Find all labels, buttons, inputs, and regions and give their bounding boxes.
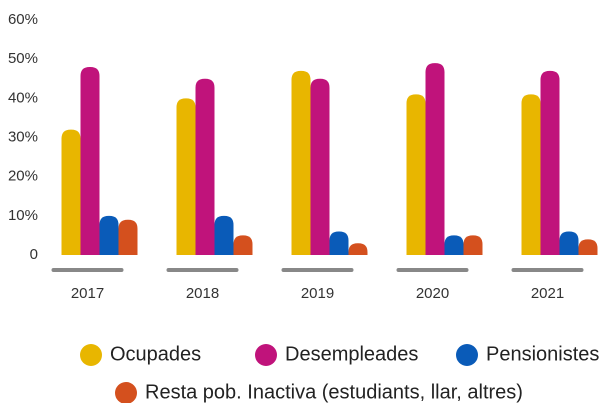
bar (540, 70, 560, 256)
y-tick-label: 40% (8, 89, 38, 106)
bar (348, 243, 368, 255)
x-tick-label: 2020 (416, 285, 449, 302)
bar (195, 78, 215, 255)
bar (118, 219, 138, 255)
legend-label: Pensionistes (486, 343, 599, 365)
y-tick-label: 10% (8, 207, 38, 224)
x-tick-label: 2018 (186, 285, 219, 302)
legend-marker (115, 382, 137, 403)
bar (578, 239, 598, 255)
bar (521, 94, 541, 256)
bar (233, 235, 253, 255)
axis-segment (396, 268, 469, 272)
y-tick-label: 30% (8, 128, 38, 145)
axis-segment (166, 268, 239, 272)
bar (80, 67, 100, 255)
x-tick-label: 2021 (531, 285, 564, 302)
legend-label: Resta pob. Inactiva (estudiants, llar, a… (145, 381, 523, 403)
bar (444, 235, 464, 255)
legend-marker (456, 344, 478, 366)
bar (463, 235, 483, 255)
axis-segment (281, 268, 354, 272)
legend-marker (80, 344, 102, 366)
y-tick-label: 60% (8, 11, 38, 28)
bar (329, 231, 349, 255)
y-tick-label: 50% (8, 50, 38, 67)
bar (99, 215, 119, 255)
legend-label: Desempleades (285, 343, 418, 365)
legend-marker (255, 344, 277, 366)
axis-segment (511, 268, 584, 272)
bar (176, 98, 196, 255)
x-tick-label: 2019 (301, 285, 334, 302)
legend-label: Ocupades (110, 343, 201, 365)
y-tick-label: 20% (8, 168, 38, 185)
bar (214, 215, 234, 255)
x-tick-label: 2017 (71, 285, 104, 302)
bar (310, 78, 330, 255)
bar (559, 231, 579, 255)
bar (406, 94, 426, 256)
axis-segment (51, 268, 124, 272)
bar (425, 63, 445, 256)
bar (61, 129, 81, 255)
bar (291, 70, 311, 256)
y-tick-label: 0 (30, 246, 38, 263)
